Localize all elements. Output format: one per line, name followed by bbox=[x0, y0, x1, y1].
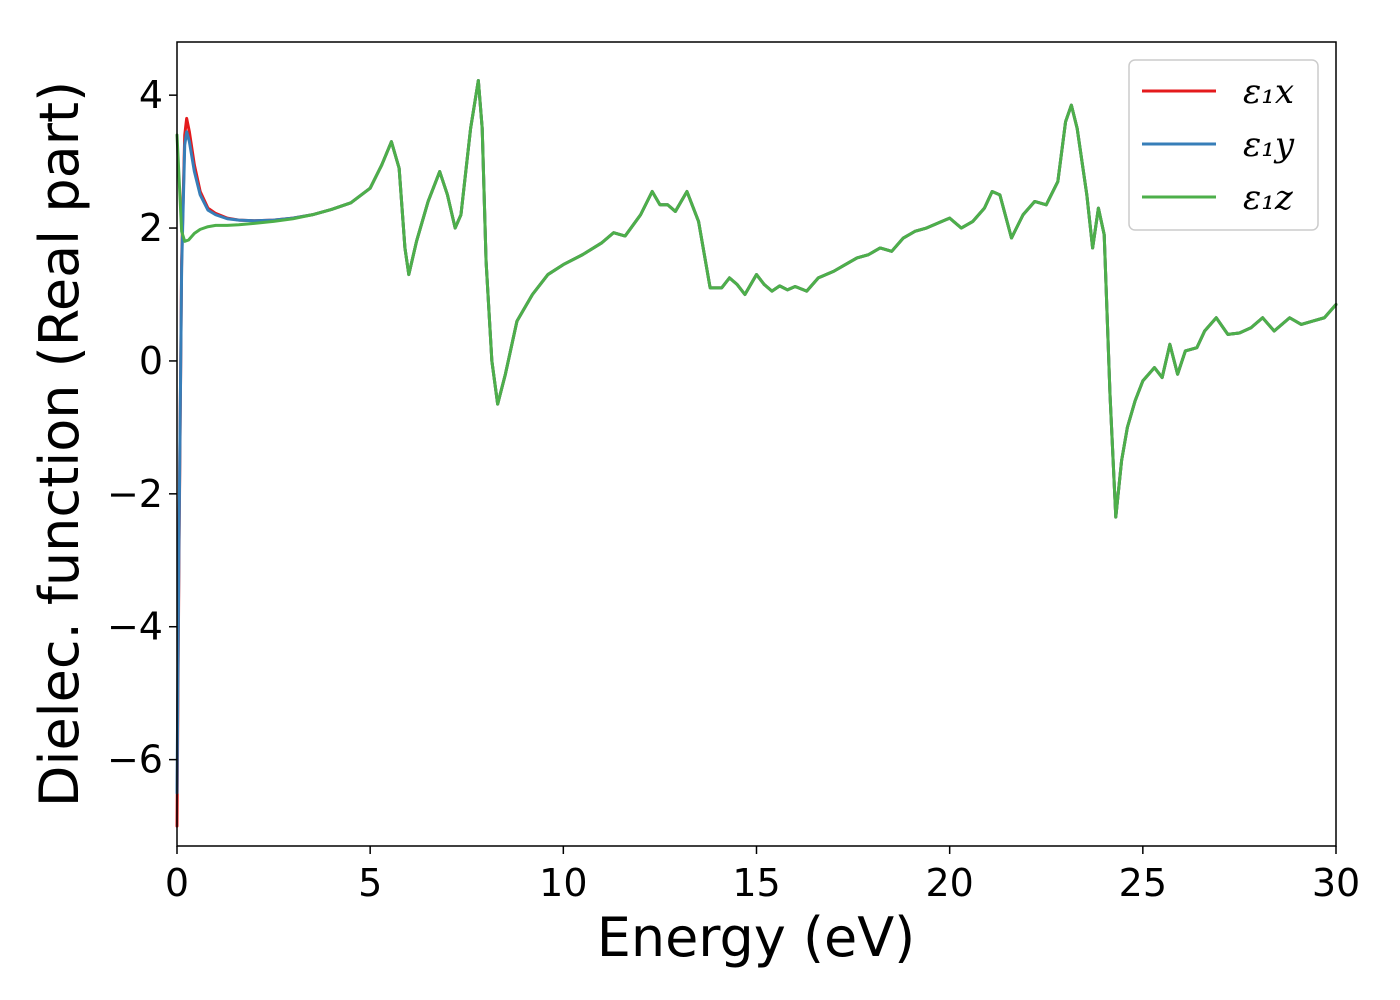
y-tick-label: −2 bbox=[107, 472, 163, 516]
y-tick-label: −6 bbox=[107, 738, 163, 782]
x-tick-label: 5 bbox=[358, 861, 382, 905]
legend-label: ε₁y bbox=[1243, 125, 1295, 165]
x-tick-label: 15 bbox=[732, 861, 780, 905]
x-tick-label: 20 bbox=[925, 861, 973, 905]
legend-label: ε₁x bbox=[1243, 72, 1294, 112]
x-tick-label: 0 bbox=[165, 861, 189, 905]
series-line-2 bbox=[175, 79, 1338, 519]
y-tick-label: 4 bbox=[139, 73, 163, 117]
x-tick-label: 30 bbox=[1312, 861, 1360, 905]
y-tick-label: −4 bbox=[107, 605, 163, 649]
series-layer bbox=[175, 79, 1338, 828]
y-axis-ticks: −6 −4 −2 0 2 4 bbox=[107, 73, 177, 782]
y-axis-label: Dielec. function (Real part) bbox=[28, 81, 91, 807]
legend: ε₁x ε₁y ε₁z bbox=[1128, 59, 1319, 231]
x-tick-label: 25 bbox=[1119, 861, 1167, 905]
y-tick-label: 0 bbox=[139, 339, 163, 383]
x-axis-label: Energy (eV) bbox=[597, 906, 916, 969]
legend-label: ε₁z bbox=[1243, 178, 1294, 218]
legend-box bbox=[1128, 59, 1319, 231]
y-tick-label: 2 bbox=[139, 206, 163, 250]
x-axis-ticks: 0 5 10 15 20 25 30 bbox=[165, 846, 1360, 905]
x-tick-label: 10 bbox=[539, 861, 587, 905]
legend-entries: ε₁x ε₁y ε₁z bbox=[1142, 72, 1295, 218]
